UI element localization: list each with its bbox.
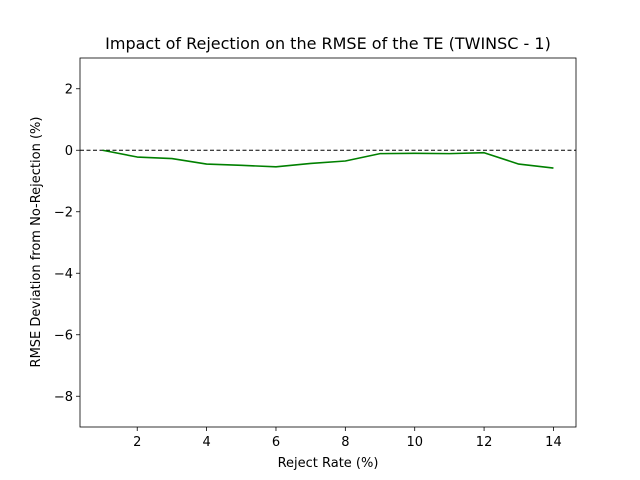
y-tick-label: −2 — [54, 205, 73, 220]
x-tick-label: 8 — [341, 435, 349, 450]
y-tick-label: −8 — [54, 390, 73, 405]
y-axis-label: RMSE Deviation from No-Rejection (%) — [29, 117, 44, 368]
x-tick-label: 12 — [476, 435, 493, 450]
x-tick-label: 4 — [202, 435, 210, 450]
x-tick-label: 14 — [545, 435, 562, 450]
chart-title: Impact of Rejection on the RMSE of the T… — [105, 34, 551, 53]
x-axis-label: Reject Rate (%) — [278, 456, 379, 471]
x-tick-label: 10 — [406, 435, 423, 450]
y-tick-label: 2 — [65, 82, 73, 97]
y-tick-label: 0 — [65, 144, 73, 159]
y-tick-label: −4 — [54, 267, 73, 282]
series-line-0 — [102, 149, 554, 169]
plot-area: 2 4 6 8 10 12 14 2 0 −2 −4 −6 −8 — [54, 57, 577, 450]
y-tick-label: −6 — [54, 328, 73, 343]
x-tick-label: 6 — [272, 435, 280, 450]
x-tick-label: 2 — [133, 435, 141, 450]
plot-frame — [79, 57, 577, 428]
